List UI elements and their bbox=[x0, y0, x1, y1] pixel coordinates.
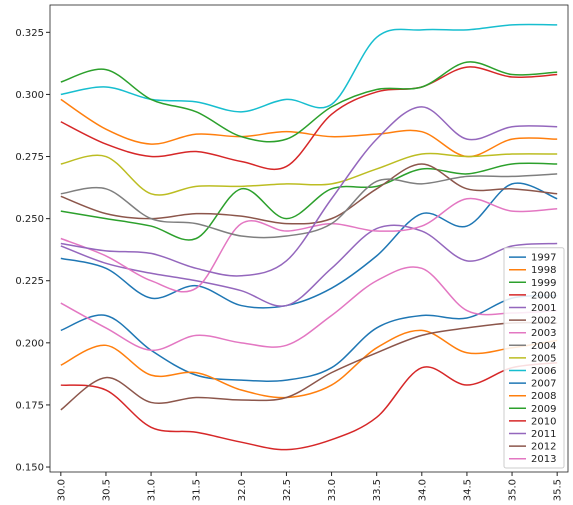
series-line bbox=[60, 294, 558, 382]
series-line bbox=[60, 23, 558, 113]
legend-label: 2013 bbox=[531, 454, 556, 465]
legend-box bbox=[503, 247, 565, 469]
legend-label: 2004 bbox=[531, 341, 556, 352]
series-line bbox=[60, 361, 558, 451]
x-tick-label: 35.5 bbox=[553, 479, 564, 501]
y-tick-label: 0.275 bbox=[15, 152, 44, 163]
series-line bbox=[60, 266, 558, 352]
x-tick-label: 30.0 bbox=[56, 479, 67, 501]
y-tick-label: 0.225 bbox=[15, 276, 44, 287]
series-line bbox=[60, 162, 558, 241]
x-tick-label: 34.0 bbox=[417, 479, 428, 501]
legend-label: 2008 bbox=[531, 391, 556, 402]
plot-frame bbox=[49, 4, 569, 473]
series-line bbox=[60, 98, 558, 158]
x-tick-label: 31.5 bbox=[192, 479, 203, 501]
y-tick-label: 0.200 bbox=[15, 338, 44, 349]
legend-label: 2001 bbox=[531, 303, 556, 314]
series-line bbox=[60, 163, 558, 225]
legend-label: 2006 bbox=[531, 366, 556, 377]
x-tick-label: 30.5 bbox=[101, 479, 112, 501]
y-tick-label: 0.325 bbox=[15, 28, 44, 39]
x-tick-label: 33.5 bbox=[372, 479, 383, 501]
series-line bbox=[60, 106, 558, 277]
series-line bbox=[60, 224, 558, 307]
legend-label: 2011 bbox=[531, 429, 556, 440]
legend-label: 2007 bbox=[531, 379, 556, 390]
series-line bbox=[60, 182, 558, 309]
series-line bbox=[60, 173, 558, 239]
y-tick-label: 0.150 bbox=[15, 463, 44, 474]
x-tick-label: 34.5 bbox=[462, 479, 473, 501]
legend-label: 2012 bbox=[531, 442, 556, 453]
x-tick-label: 32.0 bbox=[237, 479, 248, 501]
series-line bbox=[60, 321, 558, 411]
series-line bbox=[60, 61, 558, 143]
x-tick-label: 32.5 bbox=[282, 479, 293, 501]
legend-label: 2009 bbox=[531, 404, 556, 415]
legend-label: 2000 bbox=[531, 290, 556, 301]
x-tick-label: 35.0 bbox=[508, 479, 519, 501]
legend-label: 1997 bbox=[531, 253, 556, 264]
legend-label: 2010 bbox=[531, 416, 556, 427]
y-tick-label: 0.250 bbox=[15, 214, 44, 225]
legend-label: 2005 bbox=[531, 353, 556, 364]
x-tick-label: 33.0 bbox=[327, 479, 338, 501]
series-line bbox=[60, 197, 558, 293]
y-tick-label: 0.175 bbox=[15, 400, 44, 411]
series-line bbox=[60, 329, 558, 399]
y-tick-label: 0.300 bbox=[15, 90, 44, 101]
legend-label: 1999 bbox=[531, 278, 556, 289]
x-tick-label: 31.0 bbox=[147, 479, 158, 501]
series-line bbox=[60, 152, 558, 196]
series-line bbox=[60, 66, 558, 171]
legend-label: 2003 bbox=[531, 328, 556, 339]
legend-label: 1998 bbox=[531, 265, 556, 276]
legend-label: 2002 bbox=[531, 316, 556, 327]
